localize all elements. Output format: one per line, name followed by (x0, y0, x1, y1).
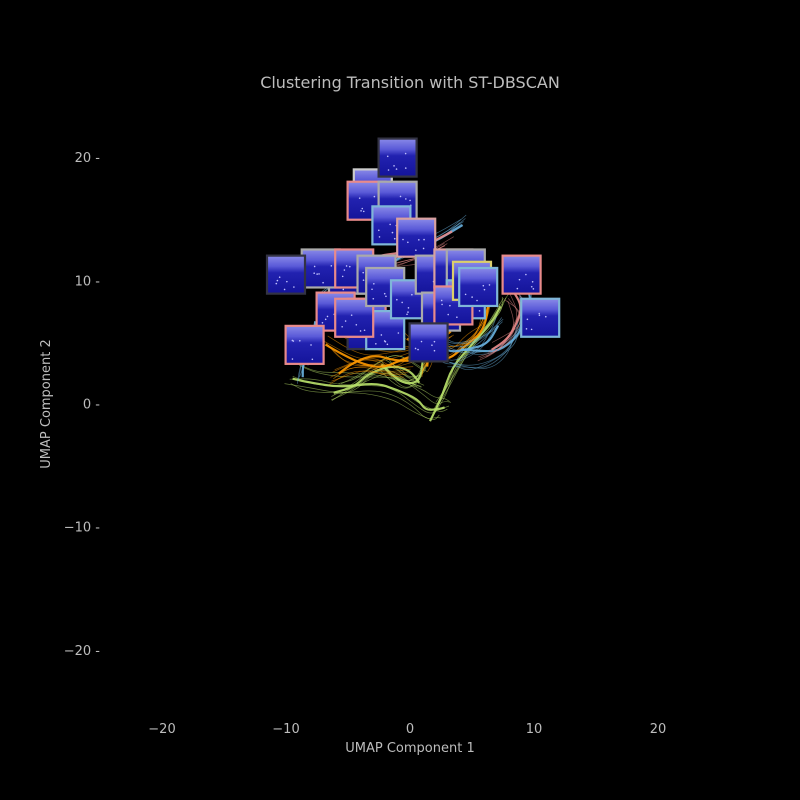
y-tick-label: 10 - (75, 274, 101, 289)
x-axis-ticks: −20 −10 0 10 20 (148, 722, 666, 737)
frame-27 (501, 254, 542, 295)
frame-8 (284, 324, 325, 365)
y-tick-label: 0 - (83, 398, 100, 413)
x-tick-label: 0 (406, 722, 414, 737)
x-tick-label: −20 (148, 722, 175, 737)
x-tick-label: −10 (272, 722, 299, 737)
trajectory-0 (284, 362, 452, 420)
chart-title: Clustering Transition with ST-DBSCAN (260, 73, 560, 92)
frame-2 (265, 254, 307, 295)
y-tick-label: −20 - (64, 644, 101, 659)
frame-12 (377, 137, 418, 178)
frame-28 (520, 297, 561, 338)
x-tick-label: 10 (526, 722, 543, 737)
y-axis-label: UMAP Component 2 (39, 339, 54, 468)
frame-16 (396, 217, 437, 258)
cluster-frames (265, 137, 561, 365)
trajectory-5 (329, 355, 416, 385)
frame-1 (300, 248, 341, 289)
frame-29 (408, 322, 449, 363)
y-axis-ticks: 20 - 10 - 0 - −10 - −20 - (64, 151, 101, 659)
frame-26 (458, 266, 499, 308)
x-axis-label: UMAP Component 1 (345, 741, 474, 756)
x-tick-label: 20 (650, 722, 667, 737)
y-tick-label: 20 - (75, 151, 101, 166)
y-tick-label: −10 - (64, 521, 101, 536)
